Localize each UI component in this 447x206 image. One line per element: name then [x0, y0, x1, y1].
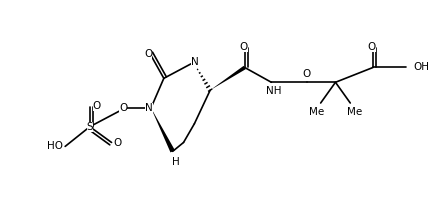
Text: Me: Me [346, 107, 362, 117]
Text: O: O [114, 138, 122, 149]
Polygon shape [210, 66, 246, 90]
Text: O: O [119, 103, 127, 113]
Text: O: O [144, 49, 152, 59]
Text: O: O [368, 42, 376, 52]
Text: O: O [93, 101, 101, 111]
Text: Me: Me [309, 107, 325, 117]
Text: S: S [87, 122, 93, 132]
Text: NH: NH [266, 86, 281, 96]
Text: N: N [145, 103, 153, 113]
Text: O: O [303, 69, 311, 79]
Text: OH: OH [413, 62, 430, 73]
Text: H: H [172, 157, 180, 167]
Text: HO: HO [47, 141, 63, 151]
Text: N: N [190, 57, 198, 67]
Text: O: O [240, 42, 248, 52]
Polygon shape [151, 108, 175, 152]
